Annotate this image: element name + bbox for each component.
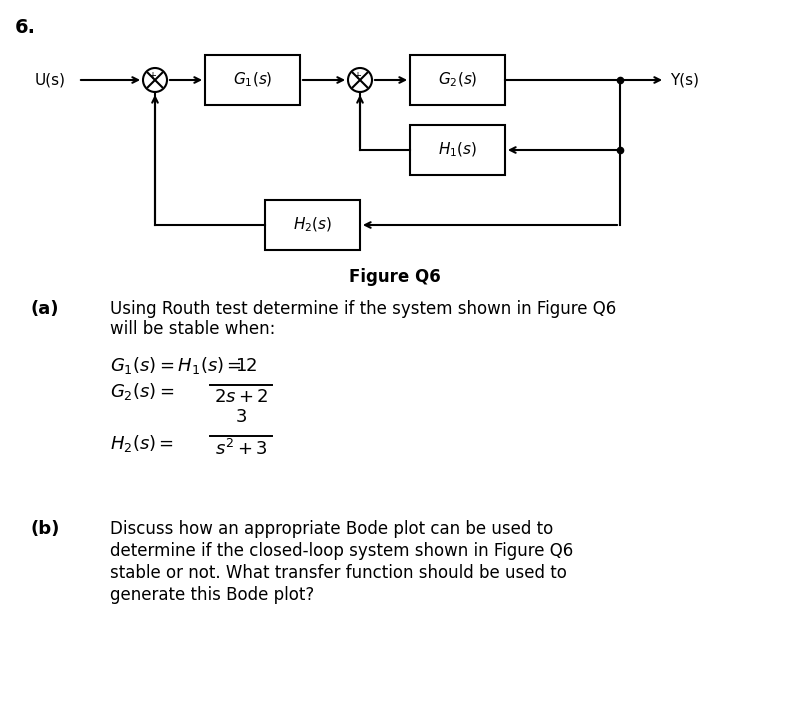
Text: determine if the closed-loop system shown in Figure Q6: determine if the closed-loop system show… (110, 542, 574, 560)
Text: U(s): U(s) (35, 73, 66, 88)
Text: $H_1(s)$: $H_1(s)$ (438, 141, 477, 159)
Text: (a): (a) (30, 300, 58, 318)
FancyBboxPatch shape (410, 125, 505, 175)
Text: $G_2(s)$: $G_2(s)$ (438, 71, 477, 89)
Text: will be stable when:: will be stable when: (110, 320, 276, 338)
Text: $G_2(s) =$: $G_2(s) =$ (110, 381, 175, 402)
Text: 6.: 6. (15, 18, 36, 37)
Text: $H_2(s)$: $H_2(s)$ (293, 216, 332, 234)
Text: $G_1(s)$: $G_1(s)$ (233, 71, 273, 89)
FancyBboxPatch shape (265, 200, 360, 250)
FancyBboxPatch shape (410, 55, 505, 105)
Text: $s^2+3$: $s^2+3$ (215, 439, 267, 459)
Text: $H_2(s) =$: $H_2(s) =$ (110, 433, 174, 454)
Text: Using Routh test determine if the system shown in Figure Q6: Using Routh test determine if the system… (110, 300, 616, 318)
Text: +: + (353, 71, 361, 81)
Text: $G_1(s) = H_1(s) = 2$: $G_1(s) = H_1(s) = 2$ (110, 355, 258, 376)
FancyBboxPatch shape (205, 55, 300, 105)
Text: Y(s): Y(s) (670, 73, 699, 88)
Text: +: + (148, 71, 156, 81)
Text: $2s+2$: $2s+2$ (213, 388, 269, 406)
Text: stable or not. What transfer function should be used to: stable or not. What transfer function sh… (110, 564, 567, 582)
Text: generate this Bode plot?: generate this Bode plot? (110, 586, 314, 604)
Text: Discuss how an appropriate Bode plot can be used to: Discuss how an appropriate Bode plot can… (110, 520, 553, 538)
Text: (b): (b) (30, 520, 59, 538)
Text: $1$: $1$ (235, 357, 246, 375)
Text: $3$: $3$ (235, 408, 247, 426)
Text: Figure Q6: Figure Q6 (349, 268, 441, 286)
